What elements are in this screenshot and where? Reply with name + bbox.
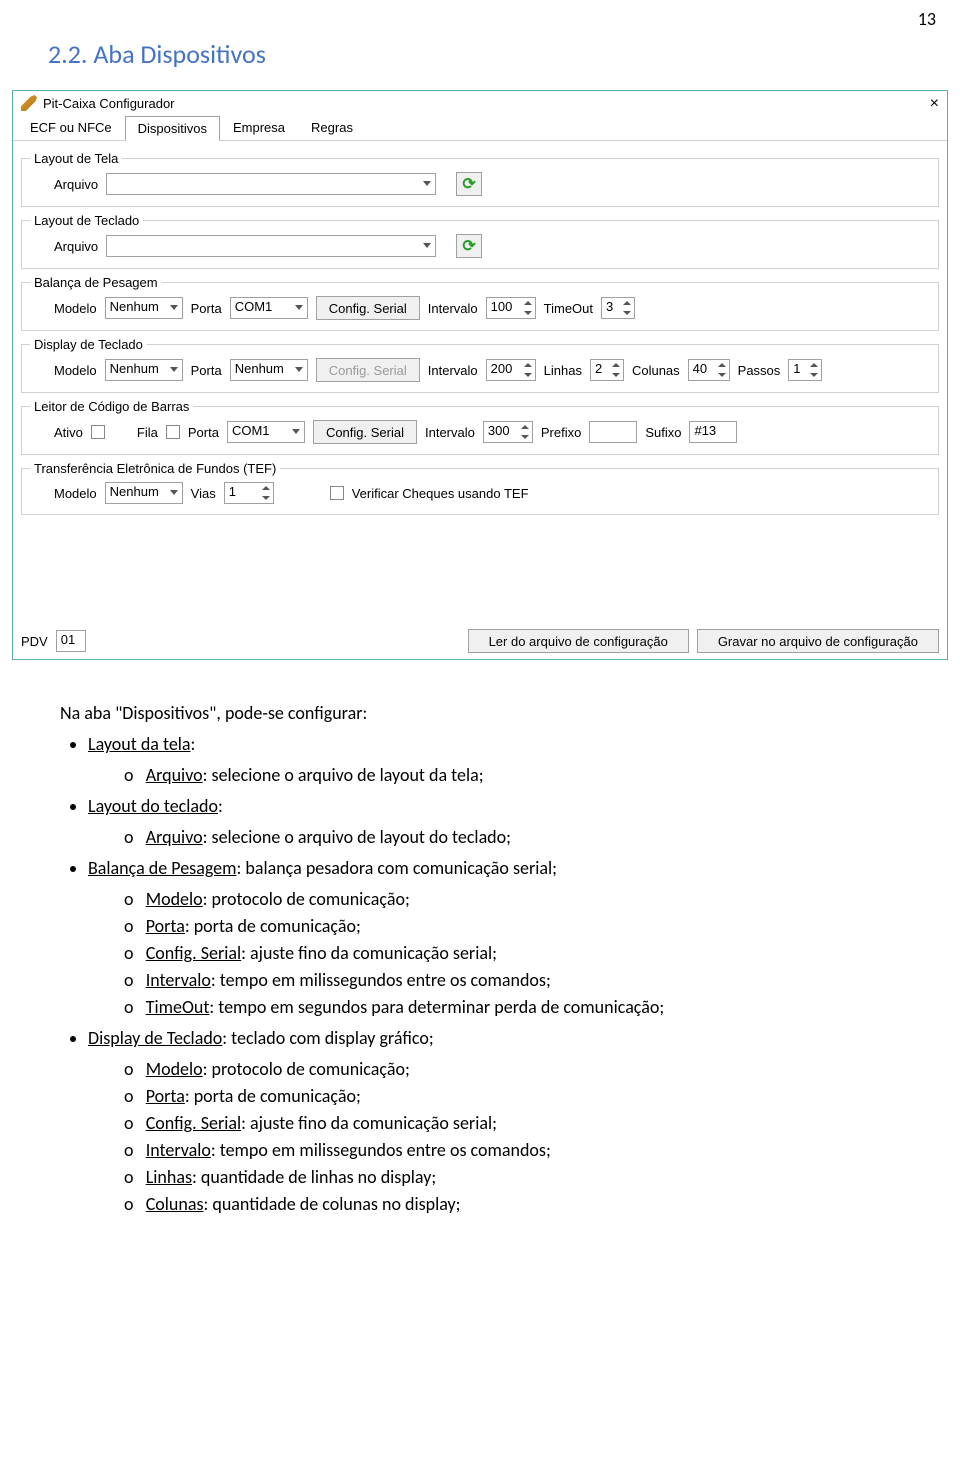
titlebar: Pit-Caixa Configurador × xyxy=(13,91,947,115)
combo-balanca-porta[interactable]: COM1 xyxy=(230,297,308,319)
combo-arquivo-tela[interactable] xyxy=(106,173,436,195)
label-fila: Fila xyxy=(137,425,158,440)
input-prefixo[interactable] xyxy=(589,421,637,443)
spin-tef-vias[interactable]: 1 xyxy=(224,482,274,504)
input-pdv[interactable]: 01 xyxy=(56,630,86,652)
legend-layout-tela: Layout de Tela xyxy=(30,151,122,166)
refresh-tela-button[interactable]: ⟳ xyxy=(456,172,482,196)
group-layout-tela: Layout de Tela Arquivo ⟳ xyxy=(21,151,939,207)
spin-leitor-intervalo[interactable]: 300 xyxy=(483,421,533,443)
sub-list-item: TimeOut: tempo em segundos para determin… xyxy=(124,994,900,1021)
label-modelo: Modelo xyxy=(54,486,97,501)
sub-list-item: Linhas: quantidade de linhas no display; xyxy=(124,1164,900,1191)
group-layout-teclado: Layout de Teclado Arquivo ⟳ xyxy=(21,213,939,269)
wrench-icon xyxy=(21,95,37,111)
refresh-teclado-button[interactable]: ⟳ xyxy=(456,234,482,258)
close-icon[interactable]: × xyxy=(930,95,939,113)
input-sufixo[interactable]: #13 xyxy=(689,421,737,443)
combo-arquivo-teclado[interactable] xyxy=(106,235,436,257)
legend-tef: Transferência Eletrônica de Fundos (TEF) xyxy=(30,461,280,476)
group-leitor: Leitor de Código de Barras Ativo Fila Po… xyxy=(21,399,939,455)
list-item: Layout do teclado:Arquivo: selecione o a… xyxy=(88,793,900,851)
combo-tef-modelo[interactable]: Nenhum xyxy=(105,482,183,504)
ler-config-button[interactable]: Ler do arquivo de configuração xyxy=(468,629,689,653)
group-balanca: Balança de Pesagem Modelo Nenhum Porta C… xyxy=(21,275,939,331)
label-modelo: Modelo xyxy=(54,363,97,378)
tab-regras[interactable]: Regras xyxy=(298,115,366,140)
spin-display-linhas[interactable]: 2 xyxy=(590,359,624,381)
sub-list-item: Config. Serial: ajuste fino da comunicaç… xyxy=(124,1110,900,1137)
group-tef: Transferência Eletrônica de Fundos (TEF)… xyxy=(21,461,939,515)
footer-bar: PDV 01 Ler do arquivo de configuração Gr… xyxy=(13,623,947,659)
label-arquivo-teclado: Arquivo xyxy=(54,239,98,254)
list-item: Balança de Pesagem: balança pesadora com… xyxy=(88,855,900,1021)
group-display: Display de Teclado Modelo Nenhum Porta N… xyxy=(21,337,939,393)
form-area: Layout de Tela Arquivo ⟳ Layout de Tecla… xyxy=(13,141,947,659)
label-verificar-cheques: Verificar Cheques usando TEF xyxy=(352,486,529,501)
label-porta: Porta xyxy=(188,425,219,440)
label-vias: Vias xyxy=(191,486,216,501)
config-window: Pit-Caixa Configurador × ECF ou NFCe Dis… xyxy=(12,90,948,660)
label-linhas: Linhas xyxy=(544,363,582,378)
spin-display-passos[interactable]: 1 xyxy=(788,359,822,381)
label-intervalo: Intervalo xyxy=(428,301,478,316)
check-ativo[interactable] xyxy=(91,425,105,439)
label-passos: Passos xyxy=(738,363,781,378)
check-verificar-cheques[interactable] xyxy=(330,486,344,500)
window-title: Pit-Caixa Configurador xyxy=(43,96,175,111)
sub-list-item: Arquivo: selecione o arquivo de layout d… xyxy=(124,762,900,789)
label-porta: Porta xyxy=(191,363,222,378)
label-porta: Porta xyxy=(191,301,222,316)
label-timeout: TimeOut xyxy=(544,301,593,316)
sub-list-item: Porta: porta de comunicação; xyxy=(124,913,900,940)
label-intervalo: Intervalo xyxy=(425,425,475,440)
sub-list-item: Colunas: quantidade de colunas no displa… xyxy=(124,1191,900,1218)
gravar-config-button[interactable]: Gravar no arquivo de configuração xyxy=(697,629,939,653)
label-intervalo: Intervalo xyxy=(428,363,478,378)
label-arquivo-tela: Arquivo xyxy=(54,177,98,192)
legend-balanca: Balança de Pesagem xyxy=(30,275,162,290)
label-sufixo: Sufixo xyxy=(645,425,681,440)
tab-dispositivos[interactable]: Dispositivos xyxy=(125,116,220,141)
combo-leitor-porta[interactable]: COM1 xyxy=(227,421,305,443)
config-serial-balanca-button[interactable]: Config. Serial xyxy=(316,296,420,320)
spin-balanca-intervalo[interactable]: 100 xyxy=(486,297,536,319)
list-item: Layout da tela:Arquivo: selecione o arqu… xyxy=(88,731,900,789)
sub-list-item: Modelo: protocolo de comunicação; xyxy=(124,1056,900,1083)
sub-list-item: Arquivo: selecione o arquivo de layout d… xyxy=(124,824,900,851)
label-colunas: Colunas xyxy=(632,363,680,378)
check-fila[interactable] xyxy=(166,425,180,439)
config-serial-leitor-button[interactable]: Config. Serial xyxy=(313,420,417,444)
sub-list-item: Intervalo: tempo em milissegundos entre … xyxy=(124,1137,900,1164)
combo-display-porta[interactable]: Nenhum xyxy=(230,359,308,381)
label-prefixo: Prefixo xyxy=(541,425,581,440)
intro-text: Na aba "Dispositivos", pode-se configura… xyxy=(60,700,900,727)
label-pdv: PDV xyxy=(21,634,48,649)
spin-display-intervalo[interactable]: 200 xyxy=(486,359,536,381)
list-item: Display de Teclado: teclado com display … xyxy=(88,1025,900,1218)
combo-display-modelo[interactable]: Nenhum xyxy=(105,359,183,381)
legend-layout-teclado: Layout de Teclado xyxy=(30,213,143,228)
tab-ecf[interactable]: ECF ou NFCe xyxy=(17,115,125,140)
spin-display-colunas[interactable]: 40 xyxy=(688,359,730,381)
body-text: Na aba "Dispositivos", pode-se configura… xyxy=(0,684,960,1262)
section-heading: 2.2. Aba Dispositivos xyxy=(0,30,960,90)
label-modelo: Modelo xyxy=(54,301,97,316)
sub-list-item: Intervalo: tempo em milissegundos entre … xyxy=(124,967,900,994)
config-serial-display-button[interactable]: Config. Serial xyxy=(316,358,420,382)
refresh-icon: ⟳ xyxy=(462,236,475,256)
tab-empresa[interactable]: Empresa xyxy=(220,115,298,140)
refresh-icon: ⟳ xyxy=(462,174,475,194)
spin-balanca-timeout[interactable]: 3 xyxy=(601,297,635,319)
label-ativo: Ativo xyxy=(54,425,83,440)
tab-bar: ECF ou NFCe Dispositivos Empresa Regras xyxy=(13,115,947,141)
combo-balanca-modelo[interactable]: Nenhum xyxy=(105,297,183,319)
body-list: Layout da tela:Arquivo: selecione o arqu… xyxy=(60,731,900,1218)
page-number: 13 xyxy=(0,0,960,30)
sub-list-item: Modelo: protocolo de comunicação; xyxy=(124,886,900,913)
sub-list-item: Config. Serial: ajuste fino da comunicaç… xyxy=(124,940,900,967)
legend-display: Display de Teclado xyxy=(30,337,147,352)
sub-list-item: Porta: porta de comunicação; xyxy=(124,1083,900,1110)
legend-leitor: Leitor de Código de Barras xyxy=(30,399,193,414)
